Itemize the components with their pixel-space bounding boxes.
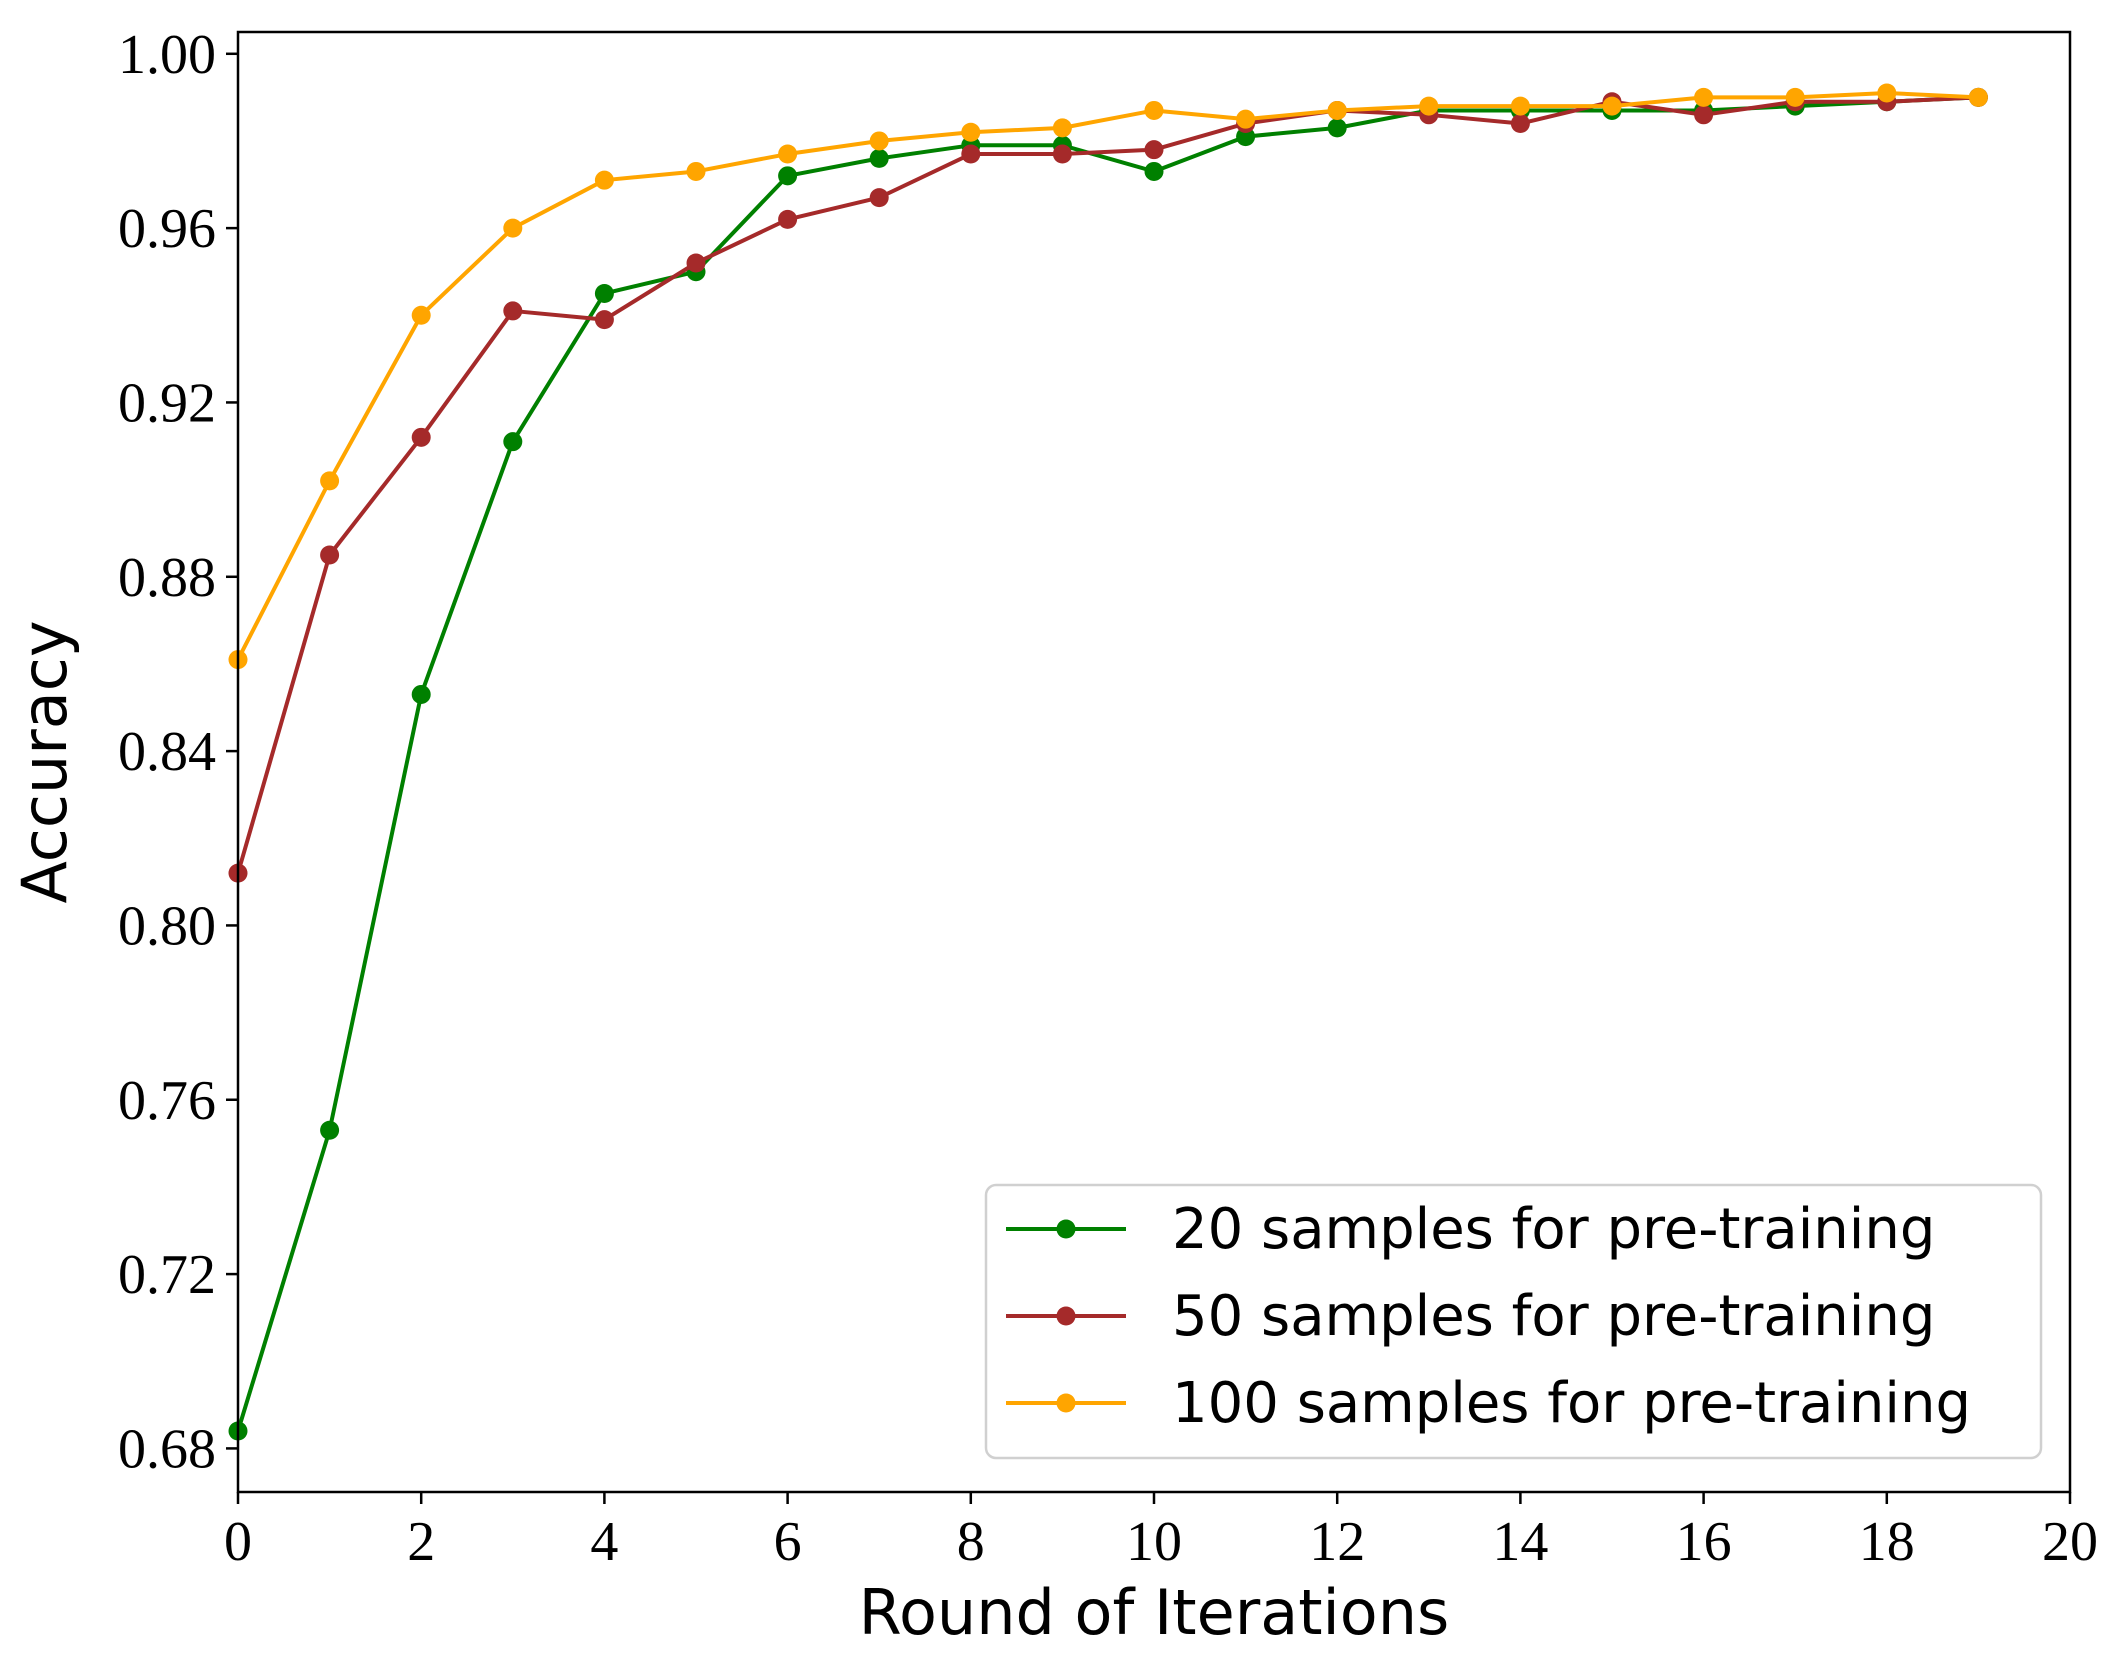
- data-point: [1144, 161, 1164, 181]
- x-tick-label: 10: [1126, 1511, 1182, 1573]
- legend-label: 20 samples for pre-training: [1172, 1197, 1935, 1262]
- y-tick-label: 0.96: [118, 198, 216, 260]
- x-tick-label: 20: [2042, 1511, 2098, 1573]
- legend-entry: 50 samples for pre-training: [1006, 1284, 1935, 1349]
- y-tick-label: 0.92: [118, 372, 216, 434]
- axes-layer: 0 2 4 6 8 10 12 14 16 18 20 0.68 0.72 0.76 0.80 0.84 0.8…: [118, 24, 2098, 1573]
- data-point: [869, 148, 889, 168]
- x-tick-label: 2: [407, 1511, 435, 1573]
- x-tick-label: 6: [774, 1511, 802, 1573]
- data-point: [1144, 100, 1164, 120]
- data-point: [1785, 87, 1805, 107]
- legend-marker-swatch: [1056, 1306, 1076, 1326]
- data-point: [1327, 118, 1347, 138]
- x-tick-label: 0: [224, 1511, 252, 1573]
- data-point: [411, 684, 431, 704]
- data-point: [1694, 87, 1714, 107]
- data-point: [1602, 96, 1622, 116]
- data-point: [1052, 144, 1072, 164]
- y-tick-label: 0.84: [118, 721, 216, 783]
- y-tick-label: 0.72: [118, 1244, 216, 1306]
- x-tick-label: 4: [590, 1511, 618, 1573]
- data-point: [1236, 109, 1256, 129]
- legend-marker-swatch: [1056, 1393, 1076, 1413]
- data-point: [320, 471, 340, 491]
- data-point: [320, 545, 340, 565]
- data-point: [1968, 87, 1988, 107]
- data-point: [503, 301, 523, 321]
- y-tick-label: 0.68: [118, 1418, 216, 1480]
- data-point: [778, 166, 798, 186]
- x-tick-label: 14: [1492, 1511, 1548, 1573]
- data-point: [1327, 100, 1347, 120]
- legend-entry: 20 samples for pre-training: [1006, 1197, 1935, 1262]
- y-tick-label: 0.76: [118, 1070, 216, 1132]
- data-point: [594, 170, 614, 190]
- series-line: [236, 91, 1979, 661]
- y-tick-label: 1.00: [118, 24, 216, 86]
- data-point: [1510, 114, 1530, 134]
- legend-box: [984, 1183, 2043, 1460]
- data-point: [869, 188, 889, 208]
- x-axis-title: Round of Iterations: [859, 1576, 1450, 1649]
- y-tick-label: 0.88: [118, 547, 216, 609]
- data-point: [1877, 83, 1897, 103]
- data-point: [594, 283, 614, 303]
- data-point: [1052, 118, 1072, 138]
- series-3: [228, 83, 1988, 670]
- data-point: [1236, 127, 1256, 147]
- data-point: [320, 1120, 340, 1140]
- series-layer: [228, 83, 1988, 1441]
- data-point: [869, 131, 889, 151]
- data-point: [594, 310, 614, 330]
- data-point: [1510, 96, 1530, 116]
- series-line: [236, 95, 1979, 874]
- data-point: [503, 218, 523, 238]
- y-tick-label: 0.80: [118, 895, 216, 957]
- data-point: [411, 427, 431, 447]
- legend-label: 50 samples for pre-training: [1172, 1284, 1935, 1349]
- y-axis-title: Accuracy: [8, 620, 81, 903]
- x-tick-label: 8: [957, 1511, 985, 1573]
- data-point: [1419, 96, 1439, 116]
- x-tick-label: 18: [1859, 1511, 1915, 1573]
- data-point: [961, 144, 981, 164]
- data-point: [686, 253, 706, 273]
- x-tick-label: 12: [1309, 1511, 1365, 1573]
- legend-entries: 20 samples for pre-training 50 samples fo…: [1006, 1197, 1971, 1436]
- data-point: [778, 144, 798, 164]
- legend-label: 100 samples for pre-training: [1172, 1371, 1971, 1436]
- legend-marker-swatch: [1056, 1219, 1076, 1239]
- legend-entry: 100 samples for pre-training: [1006, 1371, 1971, 1436]
- data-point: [778, 209, 798, 229]
- data-point: [1694, 105, 1714, 125]
- x-tick-label: 16: [1676, 1511, 1732, 1573]
- data-point: [686, 161, 706, 181]
- series-line: [236, 95, 1979, 1432]
- data-point: [503, 432, 523, 452]
- data-point: [961, 122, 981, 142]
- data-point: [411, 305, 431, 325]
- legend: 20 samples for pre-training 50 samples fo…: [984, 1183, 2043, 1460]
- data-point: [1144, 140, 1164, 160]
